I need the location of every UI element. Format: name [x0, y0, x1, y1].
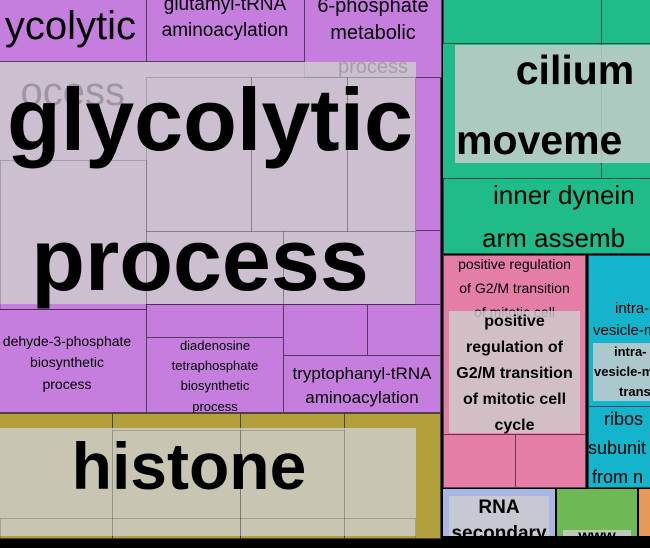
tile-purple-minor-b[interactable] [283, 304, 368, 356]
glutamyl-label-line2: aminoacylation [161, 20, 289, 41]
intra-bold-line1: intra- [614, 344, 647, 359]
tile-teal-top-a[interactable] [443, 0, 602, 44]
diadenosine-label-line4: process [192, 399, 238, 414]
rna-title-line1: RNA [478, 497, 520, 518]
pink-small-line1: positive regulation [458, 256, 571, 272]
histone-grid-c [0, 518, 416, 548]
tile-teal-top-b[interactable] [601, 0, 650, 44]
pink-title-line2: regulation of [466, 339, 563, 356]
aldehyde-label-line3: process [42, 376, 92, 392]
glycolytic-label-panel [0, 62, 416, 304]
tile-pink-bottom-b[interactable] [515, 434, 586, 488]
cilium-title-line2: moveme [456, 117, 623, 163]
cilium-title-line1: cilium [515, 47, 635, 93]
faded-process-label: ocess [20, 70, 126, 114]
panel-grid-a [0, 160, 147, 310]
histone-label-panel [0, 428, 416, 536]
intra-line1: intra- [615, 300, 650, 317]
rna-title-line2: secondary [451, 523, 547, 544]
diadenosine-label-line1: diadenosine [179, 338, 251, 353]
pink-small-line2: of G2/M transition [459, 280, 570, 296]
diadenosine-label-line2: tetraphosphate [171, 358, 259, 373]
pink-title-line3: G2/M transition [456, 365, 573, 382]
tile-purple-minor-c[interactable] [367, 304, 441, 356]
tile-purple-minor-e[interactable] [415, 230, 441, 305]
tile-purple-minor-a[interactable] [146, 304, 284, 338]
rna-label-panel [449, 496, 549, 536]
inner-dynein-line2: arm assemb [482, 223, 626, 253]
intra-label-panel [593, 343, 650, 401]
panel-grid-d [347, 77, 416, 232]
phosphate-label-line1: 6-phosphate [317, 0, 429, 17]
intra-line2: vesicle-m [593, 322, 650, 339]
tile-glycolytic-fragment[interactable] [0, 0, 147, 62]
green-label-panel [563, 530, 631, 536]
pink-title-line5: cycle [494, 417, 535, 434]
panel-grid-f [283, 231, 416, 305]
aldehyde-label-line1: dehyde-3-phosphate [2, 333, 132, 349]
glutamyl-label-line1: glutamyl-tRNA [163, 0, 287, 15]
diadenosine-label-line3: biosynthetic [180, 378, 250, 393]
panel-grid-c [251, 77, 348, 232]
green-fragment: www [578, 528, 616, 545]
phosphate-label-line3: process [337, 56, 409, 78]
glycolytic-top-fragment: ycolytic [4, 4, 136, 48]
pink-label-panel [449, 311, 580, 433]
panel-grid-e [146, 231, 284, 305]
intra-bold-line3: trans [619, 384, 650, 399]
tile-pink-bottom-a[interactable] [443, 434, 516, 488]
ribos-line1: ribos [604, 409, 644, 429]
green-group [557, 489, 637, 536]
histone-title: histone [71, 429, 307, 503]
pink-title-line4: of mitotic cell [462, 391, 567, 408]
tile-purple-minor-d[interactable] [415, 77, 441, 231]
glycolytic-title-line2: process [31, 210, 369, 309]
tryptophanyl-label-line1: tryptophanyl-tRNA [292, 364, 432, 383]
ribos-line2: subunit [588, 438, 647, 458]
glycolytic-title-line1: glycolytic [7, 70, 413, 169]
panel-grid-b [146, 77, 252, 232]
tile-ribosomal-subunit[interactable] [588, 406, 650, 488]
pink-title-line1: positive [484, 313, 545, 330]
inner-dynein-line1: inner dynein [493, 180, 635, 210]
orange-group [639, 489, 650, 536]
intra-bold-line2: vesicle-m [594, 364, 650, 379]
aldehyde-label-line2: biosynthetic [30, 354, 104, 370]
tile-glutamyl-trna[interactable] [146, 0, 305, 62]
phosphate-label-line2: metabolic [330, 22, 416, 44]
tryptophanyl-label-line2: aminoacylation [305, 388, 419, 407]
cilium-label-panel [455, 45, 650, 163]
tile-inner-dynein[interactable] [443, 178, 650, 254]
ribos-line3: from n [592, 467, 644, 487]
